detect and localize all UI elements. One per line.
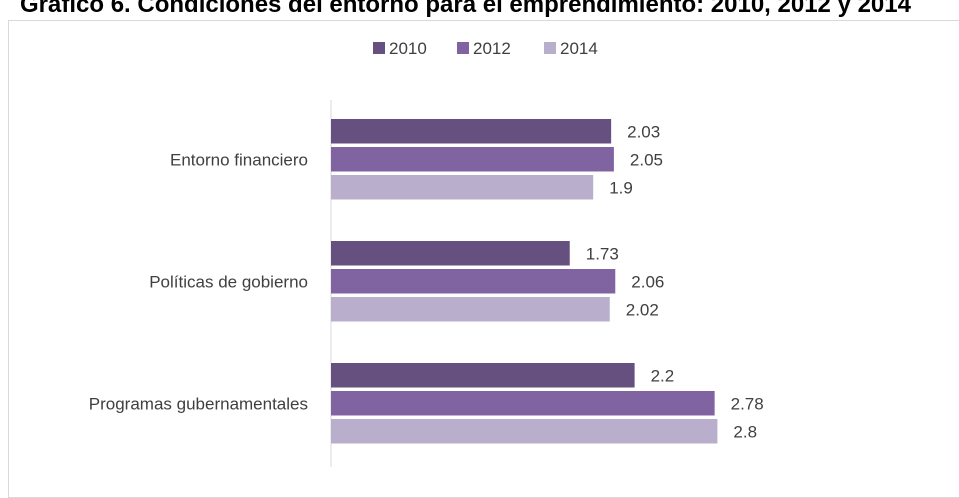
bar-2012-programas-gubernamentales [331,391,715,416]
bar-2014-programas-gubernamentales [331,419,718,444]
data-label-2012-entorno-financiero: 2.05 [630,150,663,169]
legend-swatch-2014 [544,42,556,54]
category-label-programas-gubernamentales: Programas gubernamentales [89,394,308,413]
legend-swatch-2010 [373,42,385,54]
category-label-politicas-de-gobierno: Políticas de gobierno [149,272,308,291]
bar-2010-entorno-financiero [331,119,612,144]
legend-swatch-2012 [457,42,469,54]
bar-2012-entorno-financiero [331,147,614,172]
data-label-2012-programas-gubernamentales: 2.78 [731,394,764,413]
data-label-2012-politicas-de-gobierno: 2.06 [631,272,664,291]
legend-label-2012: 2012 [473,39,511,58]
bar-2012-politicas-de-gobierno [331,269,616,294]
bars [331,119,718,444]
data-label-2010-entorno-financiero: 2.03 [627,122,660,141]
bar-2014-politicas-de-gobierno [331,297,610,322]
category-labels: Entorno financiero Políticas de gobierno P… [89,150,308,413]
category-label-entorno-financiero: Entorno financiero [170,150,308,169]
chart-title: Gráfico 6. Condiciones del entorno para … [20,0,911,18]
bar-2010-politicas-de-gobierno [331,241,570,266]
bar-2014-entorno-financiero [331,175,594,200]
legend-label-2014: 2014 [560,39,598,58]
data-labels: 2.03 2.05 1.9 1.73 2.06 2.02 2.2 2.78 2.8 [586,122,764,441]
data-label-2014-entorno-financiero: 1.9 [609,178,633,197]
data-label-2014-programas-gubernamentales: 2.8 [733,422,757,441]
legend: 2010 2012 2014 [373,39,598,58]
data-label-2010-programas-gubernamentales: 2.2 [651,366,675,385]
data-label-2010-politicas-de-gobierno: 1.73 [586,244,619,263]
data-label-2014-politicas-de-gobierno: 2.02 [626,300,659,319]
bar-2010-programas-gubernamentales [331,363,635,388]
legend-label-2010: 2010 [389,39,427,58]
